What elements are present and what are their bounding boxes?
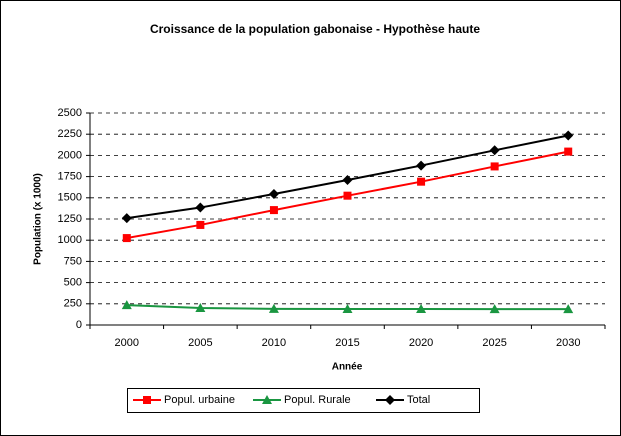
marker [342,174,353,185]
y-tick-label: 1000 [58,234,82,246]
x-tick-label: 2000 [115,337,139,349]
y-tick-label: 250 [64,298,82,310]
x-tick-label: 2020 [409,337,433,349]
marker [143,396,151,404]
marker [269,206,278,215]
marker [416,304,427,314]
x-tick-label: 2015 [335,337,359,349]
marker [489,304,500,314]
y-tick-label: 2500 [58,107,82,119]
marker [195,202,206,213]
legend [127,388,480,413]
marker [268,303,279,313]
y-axis-label: Population (x 1000) [33,173,44,265]
chart-title: Croissance de la population gabonaise - … [150,22,480,36]
legend-label: Popul. Rurale [284,394,351,406]
marker [564,147,573,156]
marker [385,395,395,405]
x-tick-label: 2005 [188,337,212,349]
marker [262,395,272,404]
y-tick-label: 500 [64,277,82,289]
y-tick-label: 0 [76,319,82,331]
y-tick-label: 1250 [58,213,82,225]
marker [490,162,499,171]
y-tick-label: 1500 [58,192,82,204]
x-axis-label: Année [332,362,363,373]
marker [489,145,500,156]
x-tick-label: 2025 [482,337,506,349]
y-tick-label: 1750 [58,171,82,183]
x-tick-label: 2010 [262,337,286,349]
y-tick-label: 2000 [58,149,82,161]
marker [416,160,427,171]
marker [563,130,574,141]
marker [196,220,205,229]
marker [268,188,279,199]
y-tick-label: 750 [64,255,82,267]
marker [121,300,132,310]
y-tick-label: 2250 [58,128,82,140]
legend-label: Total [407,394,430,406]
marker [417,177,426,186]
x-tick-label: 2030 [556,337,580,349]
legend-label: Popul. urbaine [164,394,235,406]
marker [563,304,574,314]
marker [342,304,353,314]
marker [195,303,206,313]
marker [122,234,131,243]
marker [343,191,352,200]
marker [121,213,132,224]
